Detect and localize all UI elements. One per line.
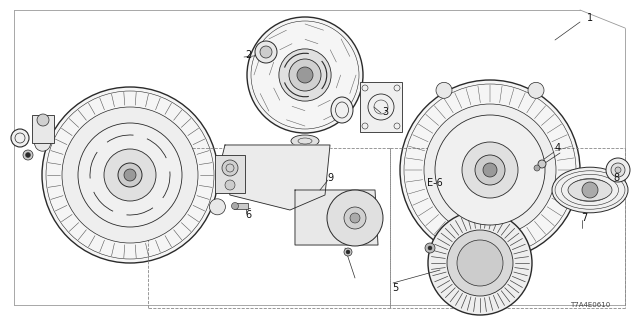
Circle shape — [11, 129, 29, 147]
Circle shape — [225, 180, 235, 190]
Circle shape — [35, 135, 51, 151]
Circle shape — [247, 17, 363, 133]
Circle shape — [436, 82, 452, 98]
Polygon shape — [220, 145, 330, 210]
Circle shape — [534, 165, 540, 171]
Circle shape — [350, 213, 360, 223]
Text: 1: 1 — [587, 13, 593, 23]
Circle shape — [26, 153, 31, 157]
Circle shape — [611, 163, 625, 177]
Circle shape — [124, 169, 136, 181]
Circle shape — [538, 160, 546, 168]
Circle shape — [78, 123, 182, 227]
Text: 2: 2 — [245, 50, 251, 60]
Text: T7A4E0610: T7A4E0610 — [570, 302, 610, 308]
Text: 9: 9 — [327, 173, 333, 183]
Circle shape — [606, 158, 630, 182]
FancyBboxPatch shape — [234, 203, 248, 209]
Circle shape — [104, 149, 156, 201]
Text: 6: 6 — [245, 210, 251, 220]
Circle shape — [222, 160, 238, 176]
Circle shape — [428, 246, 432, 250]
Ellipse shape — [331, 97, 353, 123]
FancyBboxPatch shape — [32, 115, 54, 143]
Circle shape — [457, 240, 503, 286]
Circle shape — [37, 114, 49, 126]
Circle shape — [615, 167, 621, 173]
Circle shape — [260, 46, 272, 58]
Circle shape — [344, 248, 352, 256]
Circle shape — [42, 87, 218, 263]
Ellipse shape — [568, 179, 612, 201]
Circle shape — [475, 155, 505, 185]
Text: 4: 4 — [555, 143, 561, 153]
Circle shape — [428, 211, 532, 315]
Text: 5: 5 — [392, 283, 398, 293]
Circle shape — [279, 49, 331, 101]
Circle shape — [23, 150, 33, 160]
FancyBboxPatch shape — [360, 82, 402, 132]
Circle shape — [582, 182, 598, 198]
Circle shape — [209, 199, 225, 215]
Text: 8: 8 — [613, 173, 619, 183]
Circle shape — [297, 67, 313, 83]
Circle shape — [344, 207, 366, 229]
Circle shape — [483, 163, 497, 177]
Circle shape — [424, 104, 556, 236]
FancyBboxPatch shape — [215, 155, 245, 193]
Circle shape — [528, 82, 544, 98]
Ellipse shape — [291, 135, 319, 147]
Circle shape — [255, 41, 277, 63]
Circle shape — [289, 59, 321, 91]
Circle shape — [327, 190, 383, 246]
Circle shape — [425, 243, 435, 253]
Circle shape — [62, 107, 198, 243]
Ellipse shape — [552, 167, 628, 213]
Text: E-6: E-6 — [427, 178, 443, 188]
Polygon shape — [295, 190, 378, 245]
Circle shape — [435, 115, 545, 225]
Circle shape — [462, 142, 518, 198]
Circle shape — [118, 163, 142, 187]
Circle shape — [447, 230, 513, 296]
Circle shape — [400, 80, 580, 260]
Circle shape — [232, 203, 239, 210]
Text: 3: 3 — [382, 107, 388, 117]
Circle shape — [346, 250, 350, 254]
Text: 7: 7 — [581, 213, 587, 223]
